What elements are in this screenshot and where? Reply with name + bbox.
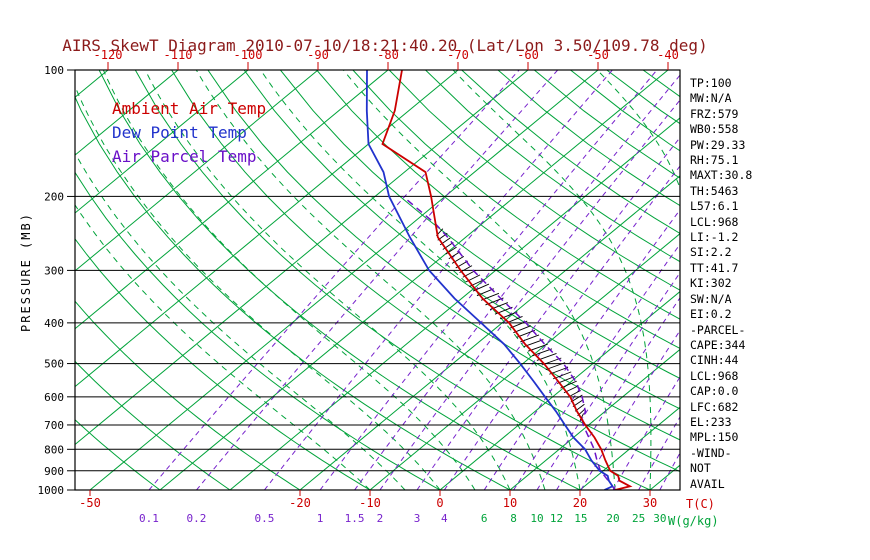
stats-line: EI:0.2 [690, 307, 732, 322]
stats-line: TP:100 [690, 76, 732, 90]
bottom-temp-tick-label: 0 [436, 496, 443, 510]
bottom-temp-tick-label: 10 [503, 496, 517, 510]
mixing-ratio-label: 1.5 [345, 512, 365, 525]
bottom-temp-tick-label: -50 [79, 496, 101, 510]
chart-title: AIRS SkewT Diagram 2010-07-10/18:21:40.2… [62, 36, 708, 55]
stats-line: NOT [690, 461, 711, 476]
stats-line: -PARCEL- [690, 322, 746, 337]
stats-line: LCL:968 [690, 368, 739, 383]
pressure-tick-label: 100 [44, 64, 64, 77]
stats-line: AVAIL [690, 476, 725, 491]
ambient-temp-curve [381, 70, 633, 490]
pressure-tick-label: 400 [44, 317, 64, 330]
bottom-temp-tick-label: -20 [289, 496, 311, 510]
chart-legend: Ambient Air Temp Dew Point Temp Air Parc… [112, 97, 266, 169]
top-temp-tick-label: -120 [94, 48, 123, 62]
mixing-ratio-lines [148, 70, 680, 490]
bottom-temp-tick-label: 20 [573, 496, 587, 510]
stats-line: MW:N/A [690, 91, 732, 106]
mixing-unit-label: W(g/kg) [668, 514, 719, 528]
stats-line: SW:N/A [690, 291, 732, 306]
pressure-tick-label: 300 [44, 264, 64, 277]
top-temp-tick-label: -100 [234, 48, 263, 62]
plot-border [74, 69, 681, 491]
temp-unit-label: T(C) [686, 497, 715, 511]
mixing-ratio-label: 12 [550, 512, 563, 525]
top-temp-tick-label: -40 [657, 48, 679, 62]
stats-line: KI:302 [690, 276, 732, 291]
pressure-tick-label: 200 [44, 190, 64, 203]
pressure-tick-label: 500 [44, 358, 64, 371]
mixing-ratio-label: 25 [632, 512, 645, 525]
legend-ambient-air-temp: Ambient Air Temp [112, 99, 267, 118]
bottom-temp-tick-label: 30 [643, 496, 657, 510]
stats-line: EL:233 [690, 414, 732, 429]
stats-line: WB0:558 [690, 122, 739, 137]
stats-line: MPL:150 [690, 430, 739, 445]
stats-line: SI:2.2 [690, 245, 732, 260]
mixing-ratio-label: 1 [317, 512, 324, 525]
mixing-ratio-label: 0.1 [139, 512, 159, 525]
sounding-curves [365, 70, 633, 490]
top-temp-tick-label: -70 [447, 48, 469, 62]
stats-line: RH:75.1 [690, 153, 739, 168]
stats-line: LI:-1.2 [690, 230, 739, 245]
dew-point-curve [365, 70, 614, 490]
stats-line: TT:41.7 [690, 260, 739, 275]
pressure-tick-label: 900 [44, 465, 64, 478]
mixing-ratio-label: 8 [510, 512, 517, 525]
pressure-tick-label: 700 [44, 419, 64, 432]
pressure-tick-label: 1000 [38, 484, 65, 497]
top-temp-tick-label: -50 [587, 48, 609, 62]
stats-line: CAP:0.0 [690, 384, 739, 399]
stats-line: LCL:968 [690, 214, 739, 229]
stats-line: CINH:44 [690, 353, 739, 368]
legend-air-parcel-temp: Air Parcel Temp [112, 147, 257, 166]
stats-line: LFC:682 [690, 399, 739, 414]
mixing-ratio-label: 6 [481, 512, 488, 525]
stats-line: FRZ:579 [690, 106, 739, 121]
top-temp-tick-label: -60 [517, 48, 539, 62]
mixing-ratio-label: 4 [441, 512, 448, 525]
parcel-temp-curve [402, 195, 616, 490]
stats-line: MAXT:30.8 [690, 168, 753, 183]
dry-adiabat-lines [75, 70, 680, 490]
mixing-ratio-label: 15 [574, 512, 587, 525]
stats-line: TH:5463 [690, 183, 739, 198]
moist-adiabat-lines [75, 70, 680, 490]
stats-line: PW:29.33 [690, 137, 746, 152]
stats-line: L57:6.1 [690, 199, 739, 214]
pressure-tick-label: 800 [44, 443, 64, 456]
pressure-tick-label: 600 [44, 391, 64, 404]
mixing-ratio-label: 30 [653, 512, 666, 525]
mixing-ratio-label: 20 [606, 512, 619, 525]
mixing-ratio-label: 0.2 [187, 512, 207, 525]
mixing-ratio-label: 3 [414, 512, 421, 525]
mixing-ratio-label: 0.5 [254, 512, 274, 525]
stats-line: -WIND- [690, 445, 732, 460]
top-temp-tick-label: -80 [377, 48, 399, 62]
top-temp-tick-label: -110 [164, 48, 193, 62]
legend-dew-point-temp: Dew Point Temp [112, 123, 247, 142]
mixing-ratio-label: 2 [377, 512, 384, 525]
bottom-temp-tick-label: -10 [359, 496, 381, 510]
pressure-axis-label: PRESSURE (MB) [19, 212, 33, 332]
top-temp-tick-label: -90 [307, 48, 329, 62]
stats-line: CAPE:344 [690, 337, 746, 352]
mixing-ratio-label: 10 [530, 512, 543, 525]
stats-panel: TP:100 MW:N/A FRZ:579 WB0:558 PW:29.33 RH:75.… [690, 76, 752, 492]
